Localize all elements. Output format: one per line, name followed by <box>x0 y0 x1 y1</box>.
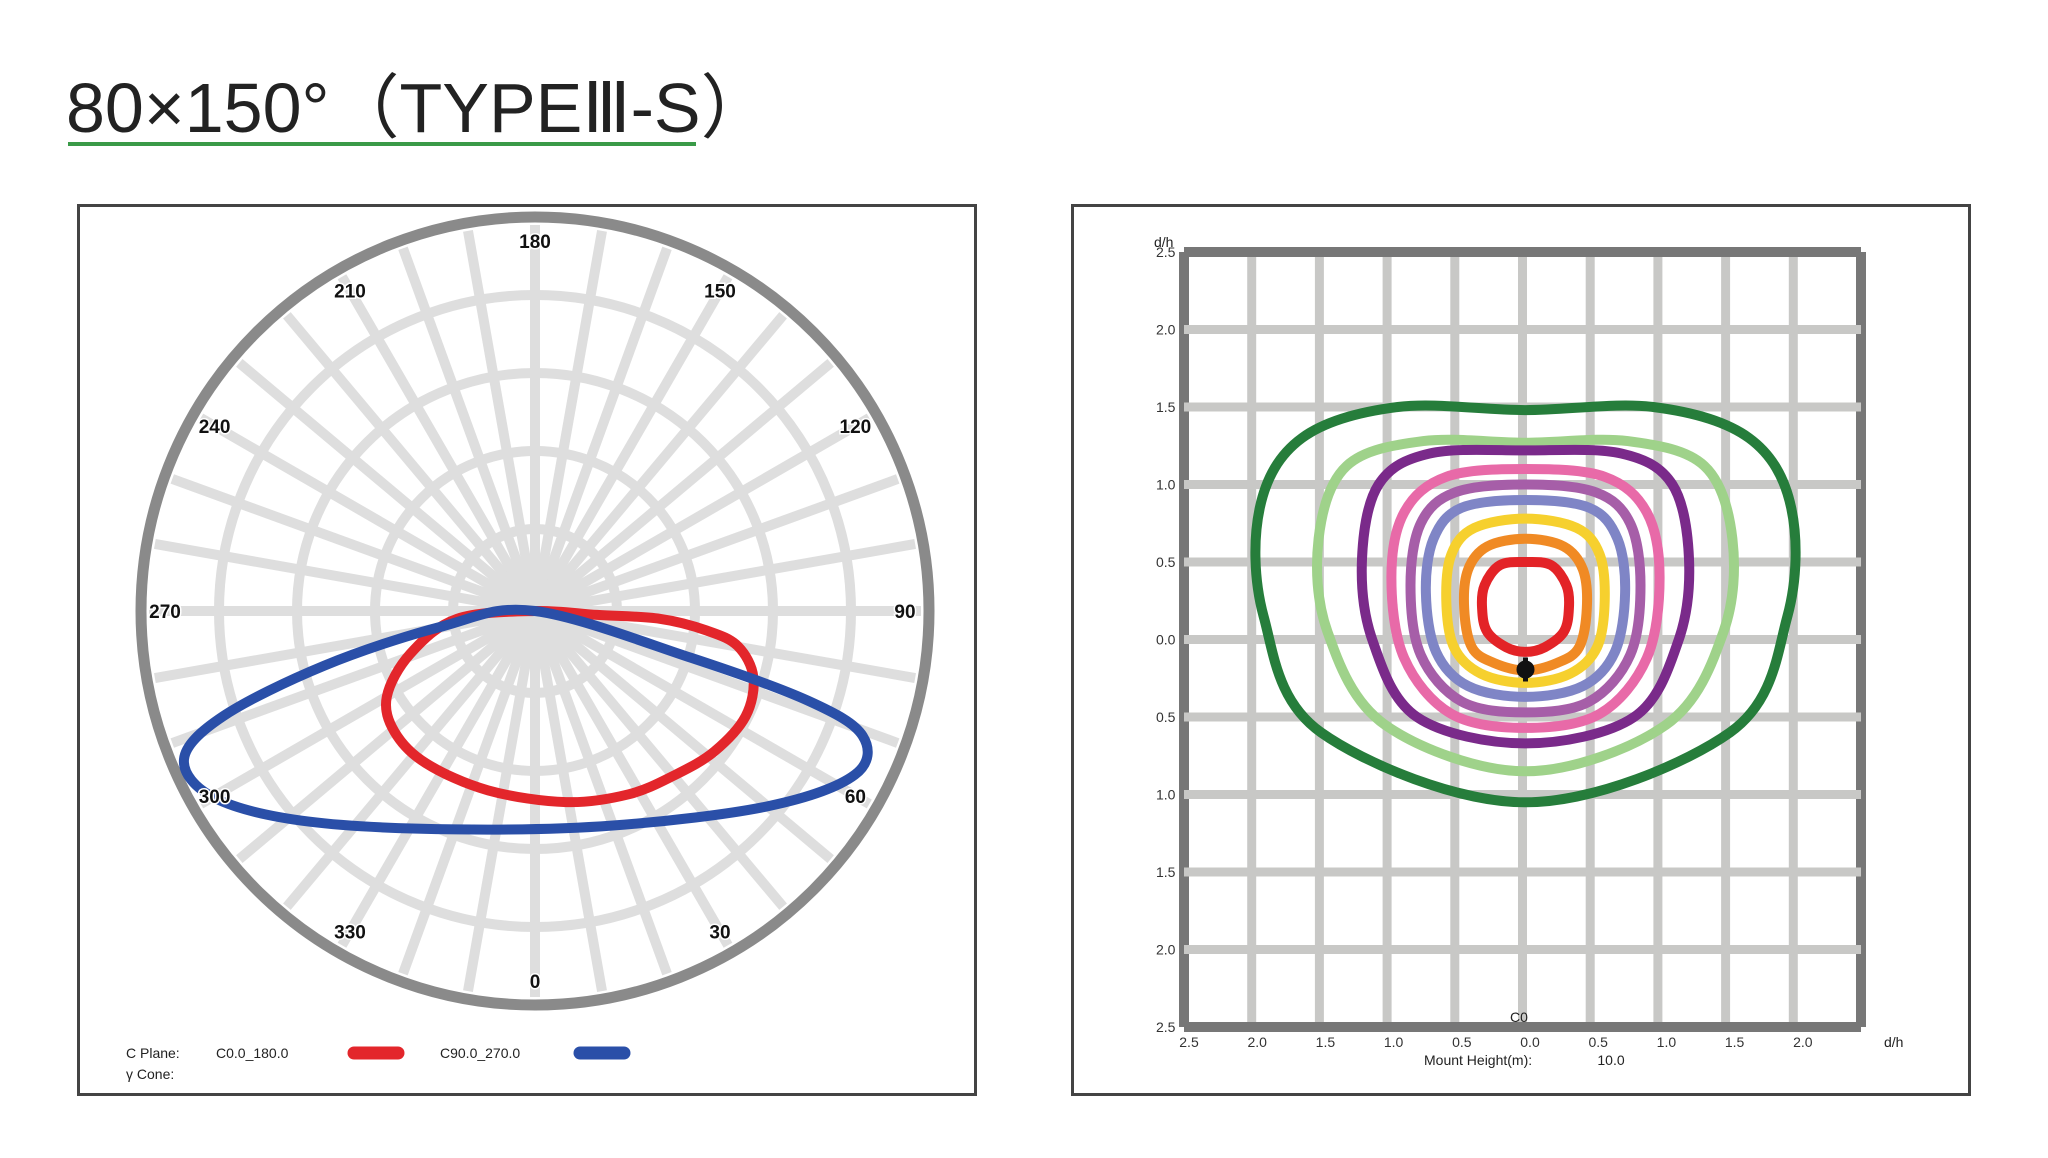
polar-grid-spoke <box>531 359 834 615</box>
polar-grid-spoke <box>337 608 540 948</box>
iso-y-tick-label: 2.0 <box>1156 942 1176 958</box>
polar-grid-spoke <box>463 229 540 612</box>
iso-x-tick-label: 1.0 <box>1657 1034 1677 1050</box>
iso-contour-line <box>1476 556 1575 657</box>
iso-contour-line <box>1405 479 1646 718</box>
iso-contour-line <box>1386 464 1665 733</box>
y-axis-label: d/h <box>1154 234 1173 250</box>
mount-height-value: 10.0 <box>1597 1052 1624 1068</box>
iso-x-tick-label: 0.0 <box>1520 1034 1540 1050</box>
polar-angle-label: 30 <box>709 922 730 943</box>
polar-grid-spoke <box>530 608 733 948</box>
polar-chart-panel: 180 150 120 90 60 30 0 330 300 270 240 210 C Plane:… <box>77 204 977 1096</box>
polar-series-line-1 <box>178 604 873 835</box>
polar-grid-spoke <box>198 413 538 616</box>
iso-y-tick-label: 1.0 <box>1156 787 1176 803</box>
title-underline <box>68 142 696 146</box>
iso-contour-line <box>1250 400 1801 808</box>
polar-grid-spoke <box>531 607 834 863</box>
polar-grid-spoke <box>170 474 537 616</box>
iso-contour-line <box>1356 444 1695 749</box>
iso-x-tick-label: 1.5 <box>1316 1034 1336 1050</box>
page-title: 80×150°（TYPEⅢ-S） <box>66 69 771 147</box>
polar-grid-spoke <box>530 609 672 976</box>
iso-y-tick-label: 1.5 <box>1156 864 1176 880</box>
iso-y-tick-label: 2.5 <box>1156 1019 1176 1035</box>
polar-angle-label: 270 <box>149 602 181 623</box>
iso-x-tick-label: 0.5 <box>1588 1034 1608 1050</box>
isolux-contour-chart: 2.52.01.51.00.50.00.51.01.52.02.52.5 2.0 1… <box>1154 234 1903 1068</box>
iso-x-tick-label: 0.5 <box>1452 1034 1472 1050</box>
polar-outer-ring <box>135 211 935 1011</box>
isolux-chart-panel: 2.5 2.0 1.5 1.0 0.5 0.0 0.5 1.0 1.5 2.0 2.5 2.5 2.0 1… <box>1071 204 1971 1096</box>
polar-grid-spoke <box>533 474 900 616</box>
iso-y-tick-label: 0.5 <box>1156 709 1176 725</box>
legend-cone-label: γ Cone: <box>126 1066 174 1082</box>
iso-y-tick-label: 2.0 <box>1156 322 1176 338</box>
iso-y-tick-label: 0.5 <box>1156 554 1176 570</box>
polar-grid-spoke <box>530 274 733 614</box>
polar-angle-label: 150 <box>704 282 736 303</box>
polar-grid-spoke <box>530 246 672 613</box>
polar-series-line-0 <box>381 605 759 808</box>
polar-angle-label: 210 <box>334 282 366 303</box>
polar-grid-spoke <box>283 607 539 910</box>
polar-grid-spoke <box>532 413 872 616</box>
iso-x-tick-label: 1.0 <box>1384 1034 1404 1050</box>
polar-angle-label: 60 <box>845 787 866 808</box>
iso-y-tick-label: 1.5 <box>1156 399 1176 415</box>
iso-y-tick-label: 2.5 <box>1156 244 1176 260</box>
polar-grid-spoke <box>283 312 539 615</box>
polar-angle-label: 300 <box>199 787 231 808</box>
legend-series-c0-name: C0.0_180.0 <box>216 1045 289 1061</box>
polar-grid-spoke <box>398 609 540 976</box>
iso-y-tick-label: 1.0 <box>1156 477 1176 493</box>
iso-x-tick-label: 2.0 <box>1793 1034 1813 1050</box>
polar-grid-spoke <box>534 539 917 616</box>
iso-contour-line <box>1420 495 1631 702</box>
polar-grid-spoke <box>463 610 540 993</box>
x-axis-label: d/h <box>1884 1034 1903 1050</box>
iso-contour-line <box>1441 513 1610 688</box>
polar-grid-spoke <box>531 312 787 615</box>
polar-grid-spoke <box>530 229 607 612</box>
iso-x-tick-label: 2.5 <box>1179 1034 1199 1050</box>
iso-contour-line <box>1312 434 1739 777</box>
polar-grid-spoke <box>531 607 787 910</box>
legend-series-c90-name: C90.0_270.0 <box>440 1045 520 1061</box>
iso-y-tick-label: 0.0 <box>1156 632 1176 648</box>
polar-grid-spoke <box>398 246 540 613</box>
polar-grid-spoke <box>236 359 539 615</box>
plane-label: C0 <box>1510 1009 1528 1025</box>
polar-angle-label: 90 <box>894 602 915 623</box>
polar-angle-label: 180 <box>519 232 551 253</box>
polar-angle-label: 120 <box>840 417 872 438</box>
polar-angle-label: 330 <box>334 922 366 943</box>
polar-angle-label: 0 <box>530 972 541 993</box>
polar-grid-spoke <box>153 539 536 616</box>
polar-grid-spoke <box>198 606 538 809</box>
iso-x-tick-label: 2.0 <box>1247 1034 1267 1050</box>
polar-angle-label: 240 <box>199 417 231 438</box>
polar-grid-spoke <box>337 274 540 614</box>
iso-x-tick-label: 1.5 <box>1725 1034 1745 1050</box>
legend-c-plane-label: C Plane: <box>126 1045 180 1061</box>
polar-grid-spoke <box>532 606 872 809</box>
polar-grid-spoke <box>170 606 537 748</box>
mount-height-label: Mount Height(m): <box>1424 1052 1532 1068</box>
polar-grid-spoke <box>533 606 900 748</box>
